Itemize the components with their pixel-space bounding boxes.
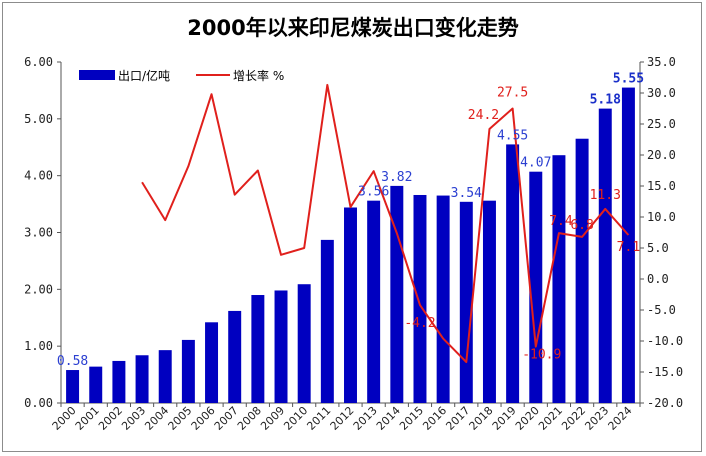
chart-title: 2000年以来印尼煤炭出口变化走势 — [187, 16, 519, 40]
y-right-tick-label: -15.0 — [647, 365, 683, 379]
bar — [297, 284, 311, 403]
x-tick-label: 2021 — [536, 404, 565, 433]
bar — [436, 195, 450, 403]
x-tick-label: 2009 — [258, 404, 287, 433]
y-right-tick-label: 35.0 — [647, 55, 676, 69]
line-data-label: 7.4 — [549, 214, 573, 229]
x-tick-label: 2013 — [351, 404, 380, 433]
x-tick-label: 2001 — [73, 404, 102, 433]
legend: 出口/亿吨 增长率 % — [79, 68, 284, 83]
bar — [575, 138, 589, 403]
bar — [228, 310, 242, 403]
bar — [529, 171, 543, 403]
y-right-tick-label: 10.0 — [647, 210, 676, 224]
bar — [320, 239, 334, 403]
bar — [621, 87, 635, 403]
x-tick-label: 2011 — [304, 404, 333, 433]
legend-label-bar: 出口/亿吨 — [118, 68, 170, 83]
y-left-tick-label: 4.00 — [24, 169, 53, 183]
x-tick-label: 2006 — [189, 404, 218, 433]
bar-data-label: 3.54 — [451, 186, 482, 201]
x-tick-label: 2020 — [513, 404, 542, 433]
x-tick-label: 2004 — [142, 404, 171, 433]
bar-data-label: 5.55 — [613, 72, 644, 87]
line-data-label: 24.2 — [468, 108, 499, 123]
bar — [367, 200, 381, 403]
line-data-label: 11.3 — [590, 188, 621, 203]
line-series — [141, 83, 630, 364]
line-data-label: 7.1 — [617, 240, 640, 255]
bar-data-label: 0.58 — [57, 354, 88, 369]
y-left-tick-label: 5.00 — [24, 112, 53, 126]
bar — [598, 108, 612, 403]
x-tick-label: 2005 — [166, 404, 195, 433]
bar — [344, 207, 357, 403]
y-left-tick-label: 1.00 — [24, 339, 53, 353]
bar — [158, 350, 172, 403]
y-left-tick-label: 6.00 — [24, 55, 53, 69]
data-labels: 0.58 3.563.82 3.54 4.55 4.07 5.18 5.55 -4.2 24.2… — [57, 72, 644, 369]
bar-series — [66, 87, 635, 404]
y-right-tick-label: 0.0 — [647, 272, 669, 286]
growth-line — [141, 83, 630, 364]
line-data-label: -10.9 — [522, 348, 561, 363]
x-tick-label: 2008 — [235, 404, 264, 433]
x-tick-label: 2016 — [420, 404, 449, 433]
x-tick-label: 2023 — [582, 404, 611, 433]
bar-data-label: 5.18 — [590, 93, 621, 108]
x-tick-label: 2019 — [490, 404, 519, 433]
line-data-label: -4.2 — [404, 316, 435, 331]
y-left-tick-label: 3.00 — [24, 226, 53, 240]
y-right-tick-label: -10.0 — [647, 334, 683, 348]
bar-data-label: 3.82 — [381, 170, 412, 185]
bar — [205, 322, 219, 403]
x-tick-label: 2012 — [328, 404, 357, 433]
y-right-tick-label: 15.0 — [647, 179, 676, 193]
y-right-tick-label: -5.0 — [647, 303, 676, 317]
x-tick-label: 2018 — [467, 404, 496, 433]
bar-data-label: 3.56 — [358, 185, 389, 200]
bar — [413, 194, 427, 403]
x-tick-label: 2017 — [443, 404, 472, 433]
y-right-tick-label: 5.0 — [647, 241, 669, 255]
x-tick-label: 2015 — [397, 404, 426, 433]
y-left-tick-label: 2.00 — [24, 282, 53, 296]
bar — [251, 295, 265, 403]
x-tick-label: 2007 — [212, 404, 241, 433]
bar — [552, 155, 566, 403]
x-tick-label: 2003 — [119, 404, 148, 433]
bar — [506, 144, 520, 404]
y-right-tick-label: -20.0 — [647, 396, 683, 410]
bar-data-label: 4.55 — [497, 128, 528, 143]
bar — [459, 201, 473, 403]
x-tick-label: 2002 — [96, 404, 125, 433]
x-tick-label: 2000 — [50, 404, 79, 433]
y-right-tick-label: 30.0 — [647, 86, 676, 100]
bar-data-label: 4.07 — [520, 156, 551, 171]
legend-label-line: 增长率 % — [233, 68, 284, 83]
bar — [112, 360, 126, 403]
bar — [274, 290, 288, 403]
legend-swatch-bar — [79, 70, 115, 80]
bar — [89, 366, 103, 403]
line-data-label: 6.8 — [570, 218, 593, 233]
bar — [66, 370, 80, 403]
y-left-tick-label: 0.00 — [24, 396, 53, 410]
y-right-tick-label: 20.0 — [647, 148, 676, 162]
line-data-label: 27.5 — [497, 86, 528, 101]
bar — [135, 355, 149, 403]
y-right-tick-label: 25.0 — [647, 117, 676, 131]
x-tick-label: 2010 — [281, 404, 310, 433]
bar — [181, 339, 195, 403]
x-tick-label: 2014 — [374, 404, 403, 433]
bar — [482, 200, 496, 403]
x-tick-label: 2024 — [606, 404, 635, 433]
x-tick-label: 2022 — [559, 404, 588, 433]
